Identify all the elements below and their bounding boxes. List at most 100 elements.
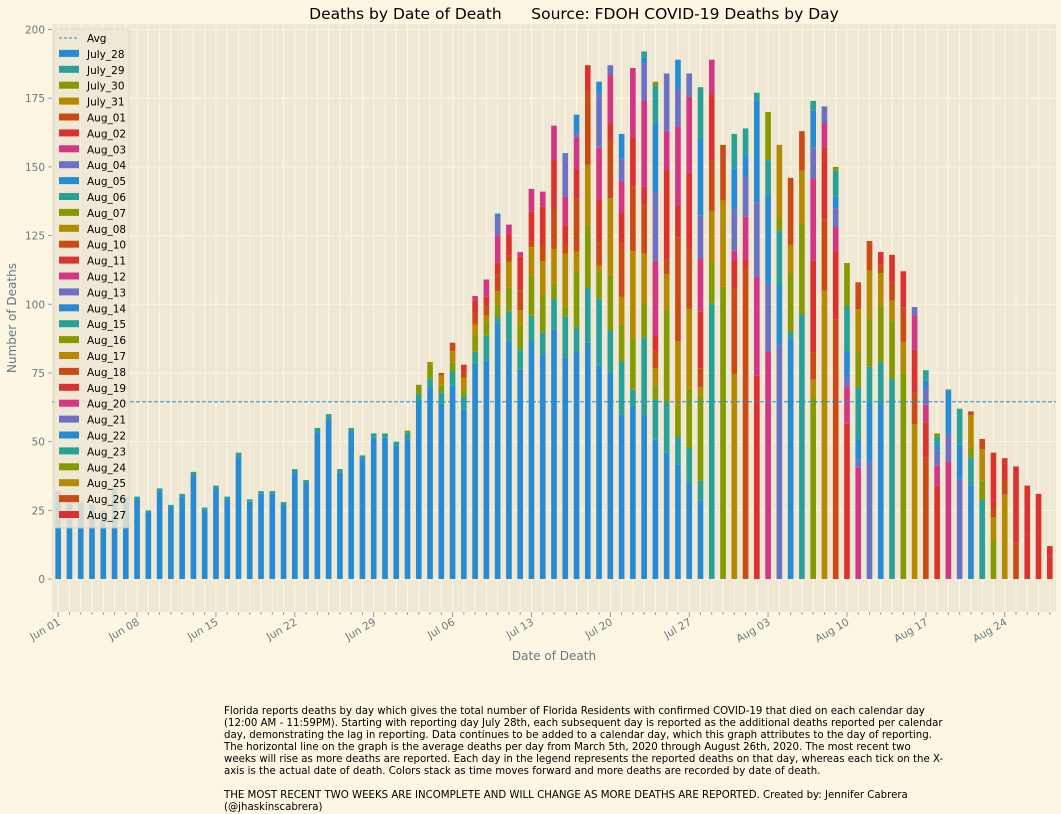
legend-label: July_29 [86,65,125,77]
bar-segment [156,491,163,580]
y-axis: 0 25 50 75 100 125 150 175 200 [25,24,52,586]
bar-segment [810,178,816,261]
bar-segment [517,349,524,370]
x-tick-label: Aug 10 [813,616,851,645]
bar-segment [77,504,84,580]
bar-segment [145,512,152,580]
bar-segment [562,253,569,307]
legend-label: Aug_05 [87,176,126,188]
bar-segment [404,439,411,580]
bar-segment [697,387,704,396]
bar-segment [900,271,907,308]
bar-segment [607,274,614,331]
bar-segment [934,450,940,466]
bar-segment [506,311,512,342]
bar-segment [697,137,704,216]
legend-swatch [59,208,79,216]
bar-segment [483,296,490,306]
bar-segment [663,170,670,260]
bar-segment [968,457,974,486]
bar-segment [596,199,602,243]
bar-segment [562,225,569,244]
bar-segment [573,251,580,272]
bar-segment [179,493,185,497]
bar-segment [787,331,794,340]
bar-segment [630,251,636,339]
bar-segment [956,408,963,445]
bar-segment [528,247,535,276]
bar-segment [359,459,366,580]
bar-segment [449,371,456,386]
bar-segment [708,160,715,212]
bar-segment [551,125,557,161]
bar-segment [889,282,895,301]
x-tick-label: Jul 20 [583,616,615,642]
bar-segment [810,110,816,148]
bar-segment [303,480,309,484]
bar-segment [742,267,749,580]
bar-segment [517,256,524,291]
bar-segment [303,483,309,580]
legend-swatch [59,463,79,471]
bar-segment [663,452,670,580]
bar-segment [911,392,918,425]
bar-segment [945,461,952,580]
bar-segment [449,362,456,372]
bar-segment [889,300,895,322]
bar-segment [945,389,952,391]
bar-segment [472,312,478,325]
bar-segment [663,259,670,275]
bar-segment [483,305,490,316]
bar-segment [844,306,850,352]
y-axis-label: Number of Deaths [5,263,19,373]
bar-segment [618,361,625,415]
legend-swatch [59,129,79,137]
bar-segment [765,283,771,352]
y-tick-label: 75 [32,368,45,380]
bar-segment [889,254,895,283]
legend-swatch [59,177,79,185]
bar-segment [934,436,940,446]
legend-label: Aug_27 [87,510,126,522]
bar-segment [855,467,862,580]
bar-segment [122,499,129,580]
bar-segment [472,351,478,364]
bar-segment [810,352,816,380]
bar-segment [1035,493,1042,533]
bar-segment [652,81,659,86]
footnote-body: Florida reports deaths by day which give… [224,706,944,777]
bar-segment [630,389,636,406]
bar-segment [720,144,726,201]
bar-segment [731,250,738,261]
bar-segment [641,415,647,580]
bar-segment [551,299,557,330]
bar-segment [832,208,839,228]
x-tick-label: Jun 01 [27,616,63,643]
bar-segment [461,377,467,390]
bar-segment [596,81,602,94]
bar-segment [404,430,411,433]
bar-segment [224,499,231,580]
bar-segment [787,339,794,580]
bar-segment [630,405,636,580]
legend-label: Aug_18 [87,367,126,379]
bar-segment [821,106,828,123]
bar-segment [877,404,884,580]
bar-segment [449,385,456,580]
bar-segment [720,286,726,580]
legend-label: Aug_26 [87,494,126,506]
bar-segment [224,496,231,500]
bar-segment [539,260,546,295]
bar-segment [641,302,647,338]
legend-swatch [59,65,79,73]
bar-segment [145,510,152,513]
bar-segment [652,351,659,368]
legend-label: Aug_11 [87,256,126,268]
bar-segment [866,318,873,367]
bar-segment [900,307,907,342]
bar-segment [438,392,445,404]
bar-segment [506,224,512,235]
bar-segment [708,94,715,161]
bar-segment [562,153,569,197]
bar-segment [866,462,873,580]
